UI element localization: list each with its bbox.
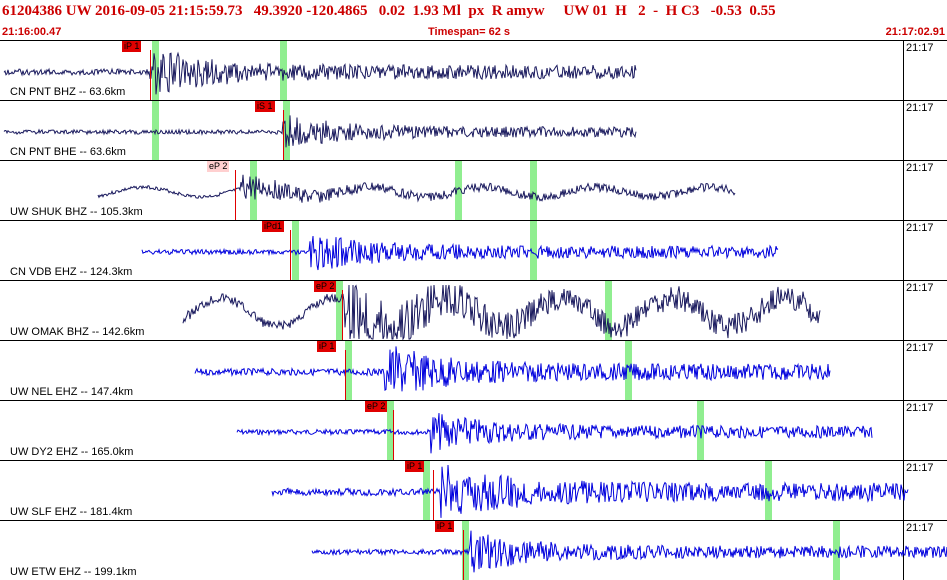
trace-panel[interactable] [0,160,947,220]
trace-panel[interactable] [0,280,947,341]
trace-panel[interactable] [0,100,947,160]
event-summary: 61204386 UW 2016-09-05 21:15:59.73 49.39… [2,3,776,19]
panel-time-label: 21:17 [906,222,934,234]
waveform-trace [3,115,637,148]
panel-time-label: 21:17 [906,102,934,114]
trace-panel[interactable] [0,460,947,520]
phase-window [250,161,257,220]
phase-pick-label[interactable]: iP 1 [122,41,142,52]
event-header: 61204386 UW 2016-09-05 21:15:59.73 49.39… [0,0,947,24]
station-label: UW NEL EHZ -- 147.4km [10,386,134,398]
phase-pick-label[interactable]: iP 1 [435,521,455,532]
phase-pick-label[interactable]: eP 2 [207,161,230,172]
panel-time-label: 21:17 [906,162,934,174]
panel-time-label: 21:17 [906,42,934,54]
waveform-trace [236,413,873,454]
waveform-trace [97,174,736,203]
trace-area[interactable]: iP 1 CN PNT BHZ -- 63.6km 21:17 iS 1 CN PNT … [0,40,947,580]
seismogram-canvas[interactable] [0,40,947,580]
trace-panel[interactable] [0,340,947,400]
start-time: 21:16:00.47 [2,26,62,38]
panel-time-label: 21:17 [906,522,934,534]
panel-time-label: 21:17 [906,462,934,474]
phase-window [336,281,343,340]
phase-pick-label[interactable]: iP 1 [317,341,337,352]
waveform-trace [3,51,637,95]
station-label: UW SHUK BHZ -- 105.3km [10,206,143,218]
phase-pick-label[interactable]: iP 1 [405,461,425,472]
phase-window [455,161,462,220]
trace-panel[interactable] [0,400,947,460]
phase-window [292,221,299,280]
phase-window [765,461,772,520]
waveform-trace [194,346,831,392]
phase-window [530,221,537,280]
timespan: Timespan= 62 s [428,26,511,38]
trace-panel[interactable] [0,520,947,580]
panel-time-label: 21:17 [906,402,934,414]
station-label: UW OMAK BHZ -- 142.6km [10,326,145,338]
waveform-trace [271,464,909,518]
phase-pick-label[interactable]: eP 2 [365,401,388,412]
panel-time-label: 21:17 [906,282,934,294]
waveform-trace [182,284,821,341]
phase-window [530,161,537,220]
phase-pick-label[interactable]: iS 1 [255,101,275,112]
waveform-trace [141,235,779,271]
station-label: UW SLF EHZ -- 181.4km [10,506,133,518]
trace-panel[interactable] [0,220,947,280]
phase-window [283,101,290,160]
phase-window [605,281,612,340]
phase-pick-label[interactable]: iPd1 [262,221,285,232]
phase-window [625,341,632,400]
trace-panel[interactable] [0,40,947,100]
station-label: CN PNT BHZ -- 63.6km [10,86,126,98]
station-label: CN VDB EHZ -- 124.3km [10,266,133,278]
phase-pick-label[interactable]: eP 2 [314,281,337,292]
station-label: UW DY2 EHZ -- 165.0km [10,446,134,458]
panel-time-label: 21:17 [906,342,934,354]
station-label: CN PNT BHE -- 63.6km [10,146,126,158]
end-time: 21:17:02.91 [885,26,945,38]
station-label: UW ETW EHZ -- 199.1km [10,566,137,578]
waveform-trace [311,530,947,573]
